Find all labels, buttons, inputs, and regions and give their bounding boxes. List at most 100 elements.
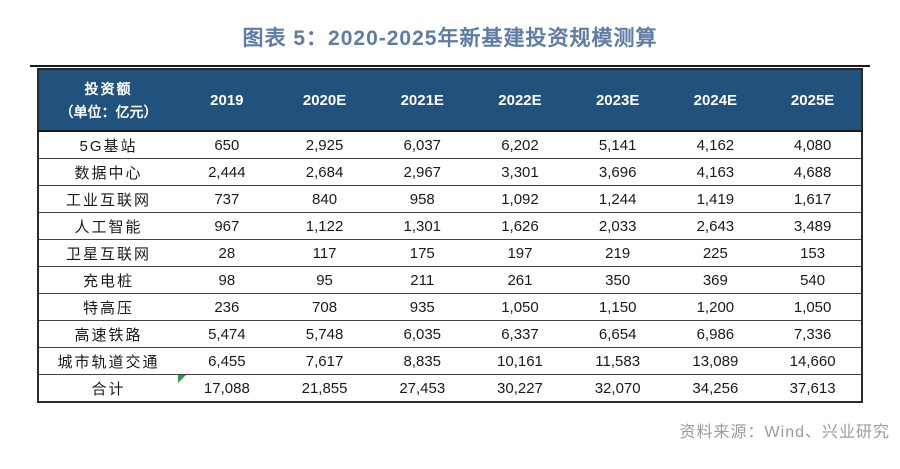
value-cell: 30,227 [471,374,569,402]
value-cell: 261 [471,266,569,294]
value-cell: 958 [373,185,472,213]
row-label-cell: 卫星互联网 [38,239,178,267]
value-cell: 34,256 [666,374,765,402]
row-label-cell: 工业互联网 [38,185,178,213]
value-cell: 3,489 [764,212,862,240]
value-cell: 1,617 [764,185,862,213]
value-cell: 6,037 [373,130,472,159]
year-header-cell: 2025E [764,69,862,132]
value-cell: 1,092 [471,185,569,213]
value-cell: 1,626 [471,212,569,240]
corner-header-line1: 投资额 [84,80,133,97]
row-label-cell: 高速铁路 [38,320,178,348]
row-label-cell: 数据中心 [38,158,178,186]
value-cell: 6,202 [471,130,569,159]
page-title: 图表 5：2020-2025年新基建投资规模测算 [242,27,658,50]
value-cell: 211 [373,266,472,294]
value-cell: 3,696 [568,158,667,186]
value-cell: 10,161 [471,347,569,375]
value-cell: 13,089 [666,347,765,375]
value-cell: 8,835 [373,347,472,375]
value-cell: 967 [178,212,276,240]
table-row: 特高压 236 708 935 1,050 1,150 1,200 1,050 [38,293,862,321]
value-cell: 219 [568,239,667,267]
value-cell: 350 [568,266,667,294]
table-row: 高速铁路 5,474 5,748 6,035 6,337 6,654 6,986 7,336 [38,320,862,348]
value-cell: 1,122 [275,212,374,240]
year-header-cell: 2022E [471,69,569,132]
value-cell: 650 [178,130,276,159]
value-cell: 98 [178,266,276,294]
value-cell: 11,583 [568,347,667,375]
value-cell: 6,035 [373,320,472,348]
value-cell: 1,050 [471,293,569,321]
row-label-cell: 城市轨道交通 [38,347,178,375]
year-header-cell: 2023E [568,69,667,132]
value-cell: 21,855 [275,374,374,402]
row-label-cell: 5G基站 [38,130,178,159]
value-cell: 5,474 [178,320,276,348]
value-cell: 4,080 [764,130,862,159]
value-cell: 117 [275,239,374,267]
value-cell: 175 [373,239,472,267]
row-label-cell: 人工智能 [38,212,178,240]
value-cell: 5,141 [568,130,667,159]
value-cell: 7,336 [764,320,862,348]
value-cell: 17,088 [178,374,276,402]
value-cell: 1,200 [666,293,765,321]
table-row: 合计 17,088 21,855 27,453 30,227 32,070 34,256 37… [38,374,862,402]
value-cell: 236 [178,293,276,321]
year-header-cell: 2024E [666,69,765,132]
value-cell: 6,455 [178,347,276,375]
value-cell: 4,163 [666,158,765,186]
value-cell: 1,244 [568,185,667,213]
value-cell: 1,301 [373,212,472,240]
value-cell: 2,967 [373,158,472,186]
value-cell: 225 [666,239,765,267]
value-cell: 2,444 [178,158,276,186]
table-row: 卫星互联网 28 117 175 197 219 225 153 [38,239,862,267]
value-cell: 28 [178,239,276,267]
value-cell: 935 [373,293,472,321]
value-cell: 369 [666,266,765,294]
value-cell: 6,654 [568,320,667,348]
value-cell: 1,419 [666,185,765,213]
value-cell: 540 [764,266,862,294]
value-cell: 7,617 [275,347,374,375]
year-header-cell: 2021E [373,69,472,132]
row-label-cell: 合计 [38,374,178,402]
investment-table: 投资额 （单位：亿元） 2019 2020E 2021E 2022E 2023E 2024… [37,68,863,403]
value-cell: 2,925 [275,130,374,159]
value-cell: 153 [764,239,862,267]
value-cell: 708 [275,293,374,321]
value-cell: 5,748 [275,320,374,348]
corner-header-cell: 投资额 （单位：亿元） [38,69,178,132]
value-cell: 37,613 [764,374,862,402]
table-body: 5G基站 650 2,925 6,037 6,202 5,141 4,162 4,080 数据中… [38,130,862,402]
table-row: 5G基站 650 2,925 6,037 6,202 5,141 4,162 4,080 [38,130,862,159]
value-cell: 6,986 [666,320,765,348]
corner-header-line2: （单位：亿元） [59,103,158,120]
value-cell: 2,033 [568,212,667,240]
year-header-cell: 2019 [178,69,276,132]
table-row: 城市轨道交通 6,455 7,617 8,835 10,161 11,583 13,089 1… [38,347,862,375]
value-cell: 2,684 [275,158,374,186]
value-cell: 737 [178,185,276,213]
value-cell: 32,070 [568,374,667,402]
source-attribution: 资料来源：Wind、兴业研究 [679,424,890,441]
green-corner-flag-icon [178,375,186,383]
title-divider [30,65,870,67]
year-header-cell: 2020E [275,69,374,132]
value-cell: 27,453 [373,374,472,402]
value-cell: 6,337 [471,320,569,348]
row-label-cell: 特高压 [38,293,178,321]
table-row: 充电桩 98 95 211 261 350 369 540 [38,266,862,294]
table-row: 工业互联网 737 840 958 1,092 1,244 1,419 1,617 [38,185,862,213]
value-cell: 95 [275,266,374,294]
value-cell: 3,301 [471,158,569,186]
value-cell: 4,162 [666,130,765,159]
value-cell: 197 [471,239,569,267]
value-cell: 1,050 [764,293,862,321]
table-row: 数据中心 2,444 2,684 2,967 3,301 3,696 4,163 4,688 [38,158,862,186]
value-cell: 2,643 [666,212,765,240]
